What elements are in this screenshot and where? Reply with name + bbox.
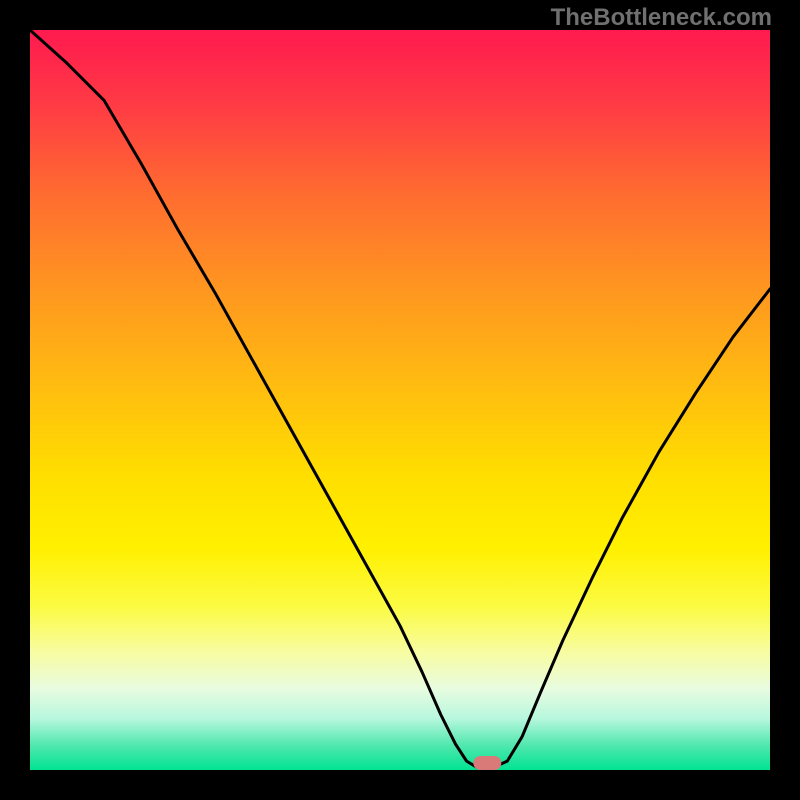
plot-svg [30, 30, 770, 770]
gradient-background [30, 30, 770, 770]
chart-container: TheBottleneck.com [0, 0, 800, 800]
watermark-text: TheBottleneck.com [551, 4, 772, 32]
plot-area [30, 30, 770, 770]
optimum-marker [473, 756, 501, 770]
